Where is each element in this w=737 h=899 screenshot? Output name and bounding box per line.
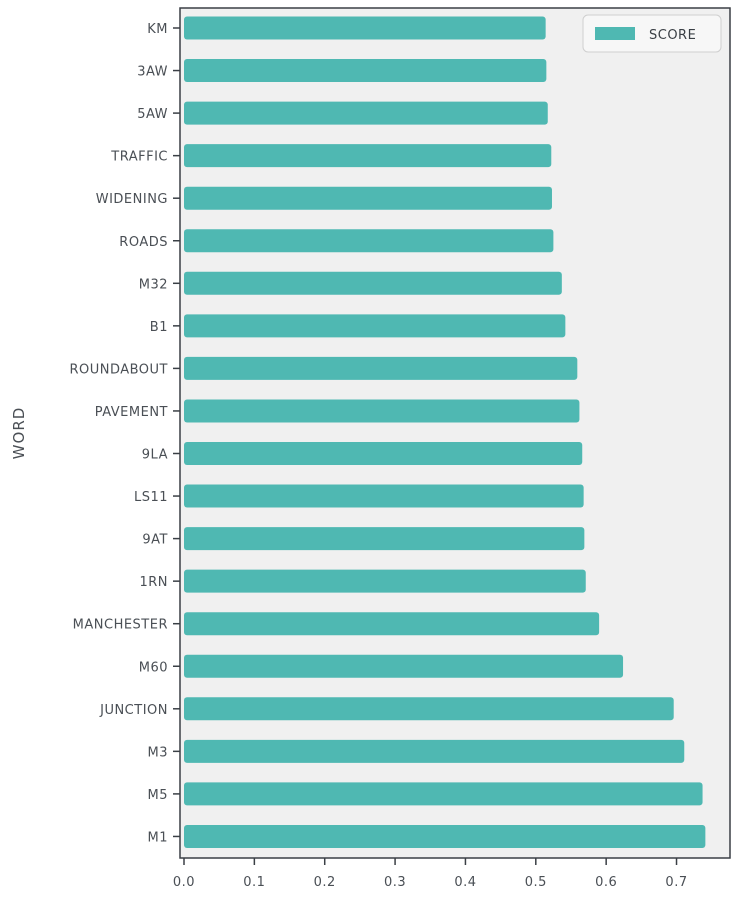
x-axis-ticks: 0.0 0.1 0.2 0.3 0.4 0.5 0.6 0.7 <box>173 858 687 890</box>
bar-1rn <box>184 569 586 593</box>
bar-5aw <box>184 101 548 125</box>
bar-junction <box>184 697 674 721</box>
bar-b1 <box>184 314 566 338</box>
legend: SCORE <box>582 14 722 53</box>
plot-area <box>179 7 731 859</box>
bars-group <box>184 16 706 848</box>
y-tick-label: ROADS <box>119 235 168 250</box>
y-tick-label: M60 <box>139 660 168 675</box>
x-tick-label: 0.7 <box>665 875 687 890</box>
bar-pavement <box>184 399 580 423</box>
bar-m60 <box>184 654 624 678</box>
y-tick-label: M3 <box>148 745 169 760</box>
y-tick-label: B1 <box>150 320 168 335</box>
bar-traffic <box>184 144 552 168</box>
bar-9la <box>184 442 583 465</box>
bar-m1 <box>184 824 706 848</box>
x-tick-label: 0.3 <box>384 875 406 890</box>
y-tick-label: 3AW <box>137 65 168 80</box>
bar-m3 <box>184 739 685 763</box>
y-tick-label: JUNCTION <box>99 703 168 718</box>
bar-9at <box>184 527 585 551</box>
legend-label: SCORE <box>649 28 696 43</box>
x-tick-label: 0.1 <box>243 875 265 890</box>
y-tick-label: WIDENING <box>96 192 168 207</box>
bar-3aw <box>184 59 547 83</box>
bar-roads <box>184 229 554 253</box>
y-tick-label: PAVEMENT <box>95 405 168 420</box>
y-tick-label: M5 <box>148 788 169 803</box>
y-tick-label: KM <box>147 22 168 37</box>
x-tick-label: 0.0 <box>173 875 195 890</box>
y-tick-label: MANCHESTER <box>73 618 168 633</box>
y-tick-label: 9AT <box>142 533 168 548</box>
bar-roundabout <box>184 356 578 380</box>
x-tick-label: 0.4 <box>454 875 476 890</box>
bar-manchester <box>184 612 600 636</box>
y-tick-label: 1RN <box>139 575 168 590</box>
bar-ls11 <box>184 484 584 508</box>
bar-km <box>184 16 546 40</box>
bar-m5 <box>184 782 703 806</box>
y-tick-label: LS11 <box>134 490 168 505</box>
y-axis-ticks: KM 3AW 5AW TRAFFIC WIDENING ROADS M32 B1 ROUNDAB… <box>69 22 180 845</box>
bar-m32 <box>184 271 562 295</box>
y-tick-label: M1 <box>148 830 169 845</box>
y-tick-label: 9LA <box>142 448 168 463</box>
bar-widening <box>184 186 552 210</box>
legend-swatch <box>595 27 635 40</box>
x-tick-label: 0.2 <box>314 875 336 890</box>
y-tick-label: ROUNDABOUT <box>69 362 168 377</box>
y-tick-label: 5AW <box>137 107 168 122</box>
y-tick-label: TRAFFIC <box>110 150 168 165</box>
x-tick-label: 0.5 <box>525 875 547 890</box>
y-tick-label: M32 <box>139 277 168 292</box>
x-tick-label: 0.6 <box>595 875 617 890</box>
legend-box <box>582 14 722 53</box>
y-axis-label: WORD <box>10 407 28 460</box>
